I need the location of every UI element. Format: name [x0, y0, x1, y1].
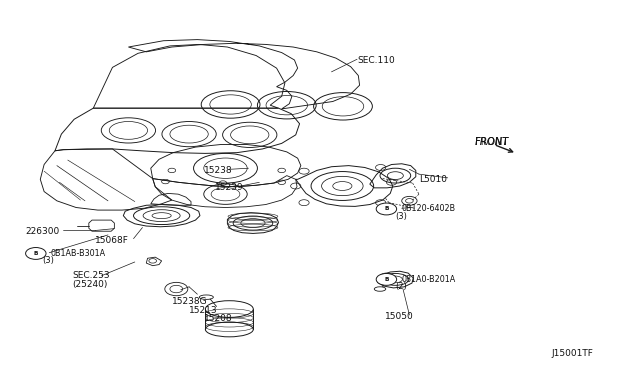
Circle shape — [376, 203, 397, 215]
Text: 15068F: 15068F — [95, 236, 129, 246]
Text: (3): (3) — [396, 212, 407, 221]
Text: 15238G: 15238G — [172, 297, 207, 306]
Text: SEC.253: SEC.253 — [72, 271, 110, 280]
Text: 15239: 15239 — [214, 183, 243, 192]
Text: 081A0-B201A: 081A0-B201A — [402, 275, 456, 284]
Text: 15208: 15208 — [204, 314, 232, 323]
Circle shape — [26, 247, 46, 259]
Text: L5010: L5010 — [419, 175, 447, 184]
Text: (3): (3) — [42, 256, 54, 265]
Text: SEC.110: SEC.110 — [357, 56, 395, 65]
Text: B: B — [34, 251, 38, 256]
Text: B: B — [384, 277, 388, 282]
Text: 0B1AB-B301A: 0B1AB-B301A — [51, 249, 106, 258]
Text: J15001TF: J15001TF — [551, 349, 593, 358]
Text: FRONT: FRONT — [474, 137, 509, 147]
Circle shape — [376, 273, 397, 285]
Text: (2): (2) — [396, 282, 407, 291]
Text: 15213: 15213 — [189, 306, 218, 315]
Text: 0B120-6402B: 0B120-6402B — [402, 205, 456, 214]
Text: (25240): (25240) — [72, 280, 108, 289]
Text: FRONT: FRONT — [474, 137, 508, 147]
Text: 15238: 15238 — [204, 166, 232, 175]
Text: B: B — [384, 206, 388, 211]
Text: 15050: 15050 — [385, 312, 414, 321]
Text: 226300: 226300 — [25, 227, 60, 236]
